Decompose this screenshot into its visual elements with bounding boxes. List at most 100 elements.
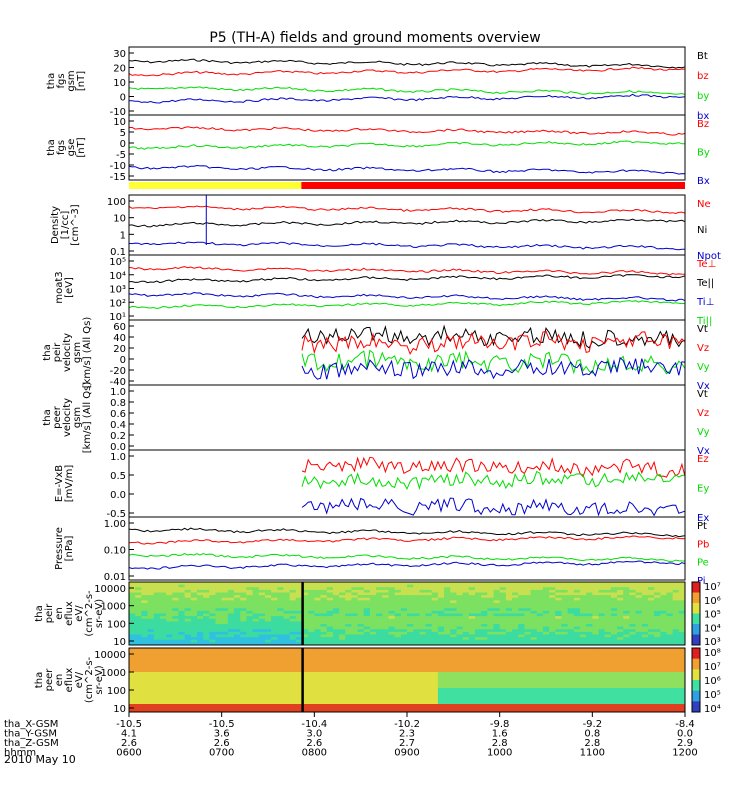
spectrogram-cell xyxy=(524,690,532,694)
spectrogram-cell xyxy=(468,677,476,681)
spectrogram-cell xyxy=(518,696,525,700)
spectrogram-cell xyxy=(672,631,680,635)
spectrogram-cell xyxy=(610,690,618,694)
spectrogram-cell xyxy=(345,709,352,713)
spectrogram-cell xyxy=(357,624,365,628)
spectrogram-cell xyxy=(592,650,600,654)
spectrogram-cell xyxy=(209,677,216,681)
spectrogram-cell xyxy=(647,637,655,641)
spectrogram-cell xyxy=(598,656,606,660)
orbit-value: 0600 xyxy=(116,748,141,759)
spectrogram-cell xyxy=(141,618,149,622)
spectrogram-cell xyxy=(530,669,538,673)
spectrogram-cell xyxy=(610,582,618,586)
spectrogram-cell xyxy=(635,629,643,633)
spectrogram-cell xyxy=(468,658,476,662)
spectrogram-cell xyxy=(135,613,142,617)
spectrogram-cell xyxy=(252,637,260,641)
spectrogram-cell xyxy=(147,669,155,673)
spectrogram-cell xyxy=(512,698,519,702)
spectrogram-cell xyxy=(462,653,470,657)
spectrogram-cell xyxy=(147,613,155,617)
spectrogram-cell xyxy=(221,587,229,591)
spectrogram-cell xyxy=(573,669,581,673)
spectrogram-cell xyxy=(468,597,476,601)
spectrogram-cell xyxy=(382,704,389,708)
spectrogram-cell xyxy=(264,693,272,697)
spectrogram-cell xyxy=(413,688,420,692)
spectrogram-cell xyxy=(135,706,142,710)
spectrogram-cell xyxy=(654,624,661,628)
spectrogram-cell xyxy=(388,650,396,654)
spectrogram-cell xyxy=(184,618,192,622)
spectrogram-cell xyxy=(283,605,291,609)
spectrogram-cell xyxy=(258,582,266,586)
spectrogram-cell xyxy=(524,701,532,705)
spectrogram-cell xyxy=(505,677,513,681)
spectrogram-cell xyxy=(357,613,365,617)
spectrogram-cell xyxy=(573,621,581,625)
spectrogram-cell xyxy=(604,701,612,705)
spectrogram-cell xyxy=(561,610,569,614)
spectrogram-cell xyxy=(678,589,686,593)
spectrogram-cell xyxy=(481,653,488,657)
spectrogram-cell xyxy=(660,698,667,702)
spectrogram-cell xyxy=(660,709,667,713)
spectrogram-cell xyxy=(357,605,365,609)
spectrogram-cell xyxy=(678,592,686,596)
spectrogram-cell xyxy=(135,698,142,702)
spectrogram-cell xyxy=(283,589,291,593)
spectrogram-cell xyxy=(456,704,464,708)
spectrogram-cell xyxy=(487,639,494,643)
spectrogram-cell xyxy=(345,669,352,673)
spectrogram-cell xyxy=(487,610,494,614)
spectrogram-cell xyxy=(654,704,661,708)
spectrogram-cell xyxy=(617,669,624,673)
spectrogram-cell xyxy=(561,685,569,689)
spectrogram-cell xyxy=(240,706,247,710)
spectrogram-cell xyxy=(339,669,346,673)
spectrogram-cell xyxy=(301,624,309,628)
spectrogram-cell xyxy=(394,693,402,697)
spectrogram-cell xyxy=(592,685,600,689)
spectrogram-cell xyxy=(678,582,686,586)
spectrogram-cell xyxy=(610,674,618,678)
spectrogram-cell xyxy=(450,696,457,700)
spectrogram-cell xyxy=(153,674,161,678)
colorbar-segment xyxy=(692,624,700,635)
series-line-ti⊥ xyxy=(128,291,686,302)
spectrogram-cell xyxy=(246,608,254,612)
spectrogram-cell xyxy=(326,709,334,713)
spectrogram-cell xyxy=(518,616,525,620)
spectrogram-cell xyxy=(678,605,686,609)
spectrogram-cell xyxy=(283,677,291,681)
spectrogram-cell xyxy=(431,688,439,692)
spectrogram-cell xyxy=(357,650,365,654)
spectrogram-cell xyxy=(376,642,383,646)
spectrogram-cell xyxy=(567,682,575,686)
spectrogram-cell xyxy=(635,582,643,586)
spectrogram-cell xyxy=(369,685,377,689)
spectrogram-cell xyxy=(357,592,365,596)
spectrogram-cell xyxy=(419,624,427,628)
spectrogram-cell xyxy=(579,608,587,612)
spectrogram-cell xyxy=(172,639,179,643)
spectrogram-cell xyxy=(499,613,507,617)
spectrogram-cell xyxy=(512,709,519,713)
spectrogram-cell xyxy=(456,605,464,609)
spectrogram-cell xyxy=(159,595,167,599)
spectrogram-cell xyxy=(407,589,414,593)
spectrogram-cell xyxy=(400,605,408,609)
spectrogram-cell xyxy=(481,669,488,673)
spectrogram-cell xyxy=(617,589,624,593)
spectrogram-cell xyxy=(654,693,661,697)
spectrogram-cell xyxy=(209,664,216,668)
spectrogram-cell xyxy=(666,690,674,694)
spectrogram-cell xyxy=(382,613,389,617)
spectrogram-cell xyxy=(215,613,223,617)
spectrogram-cell xyxy=(283,688,291,692)
spectrogram-cell xyxy=(530,696,538,700)
spectrogram-cell xyxy=(264,706,272,710)
y-tick-label: 10⁴ xyxy=(109,271,126,282)
spectrogram-cell xyxy=(357,674,365,678)
